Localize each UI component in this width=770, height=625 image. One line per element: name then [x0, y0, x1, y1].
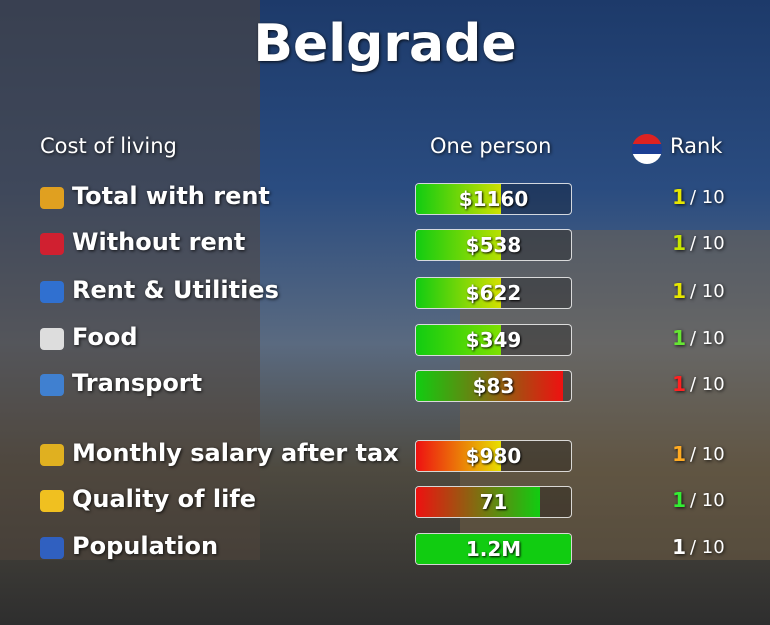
row-icon — [40, 233, 64, 255]
row-icon — [40, 328, 64, 350]
bar-fill — [416, 325, 502, 355]
rank-value: 1 — [672, 372, 686, 396]
bar-fill — [416, 441, 502, 471]
bar-fill — [416, 371, 564, 401]
rank-value: 1 — [672, 326, 686, 350]
rank-suffix: / 10 — [690, 490, 725, 511]
value-bar: $980 — [415, 440, 572, 472]
bar-value: $538 — [465, 233, 522, 257]
rank-suffix: / 10 — [690, 187, 725, 208]
bar-value: $349 — [465, 328, 522, 352]
row-label: Rent & Utilities — [72, 276, 279, 304]
bar-fill — [416, 230, 502, 260]
bar-fill — [416, 184, 502, 214]
rank-suffix: / 10 — [690, 328, 725, 349]
section-header: Cost of living — [40, 134, 177, 158]
value-bar: $349 — [415, 324, 572, 356]
rank-suffix: / 10 — [690, 374, 725, 395]
row-label: Population — [72, 532, 219, 560]
rank-suffix: / 10 — [690, 444, 725, 465]
rank-value: 1 — [672, 231, 686, 255]
bar-value: 71 — [479, 490, 508, 514]
row-icon — [40, 490, 64, 512]
row-label: Food — [72, 323, 138, 351]
rank-value: 1 — [672, 185, 686, 209]
column-header: One person — [430, 134, 552, 158]
value-bar: $83 — [415, 370, 572, 402]
row-label: Without rent — [72, 228, 246, 256]
bar-fill — [416, 278, 502, 308]
value-bar: 71 — [415, 486, 572, 518]
bar-value: $1160 — [458, 187, 529, 211]
value-bar: $622 — [415, 277, 572, 309]
rank-value: 1 — [672, 488, 686, 512]
row-icon — [40, 444, 64, 466]
row-label: Total with rent — [72, 182, 270, 210]
rank-value: 1 — [672, 442, 686, 466]
row-icon — [40, 187, 64, 209]
value-bar: 1.2M — [415, 533, 572, 565]
flag-icon — [632, 134, 662, 164]
rank-header: Rank — [670, 134, 723, 158]
bar-value: $622 — [465, 281, 522, 305]
bar-value: 1.2M — [465, 537, 522, 561]
value-bar: $1160 — [415, 183, 572, 215]
row-label: Quality of life — [72, 485, 257, 513]
title: Belgrade — [253, 14, 517, 74]
bar-fill — [416, 534, 571, 564]
row-label: Transport — [72, 369, 203, 397]
bar-value: $83 — [472, 374, 515, 398]
row-icon — [40, 281, 64, 303]
value-bar: $538 — [415, 229, 572, 261]
row-label: Monthly salary after tax — [72, 439, 399, 467]
bar-value: $980 — [465, 444, 522, 468]
bar-fill — [416, 487, 540, 517]
row-icon — [40, 537, 64, 559]
rank-suffix: / 10 — [690, 281, 725, 302]
rank-suffix: / 10 — [690, 537, 725, 558]
row-icon — [40, 374, 64, 396]
rank-value: 1 — [672, 535, 686, 559]
rank-suffix: / 10 — [690, 233, 725, 254]
rank-value: 1 — [672, 279, 686, 303]
